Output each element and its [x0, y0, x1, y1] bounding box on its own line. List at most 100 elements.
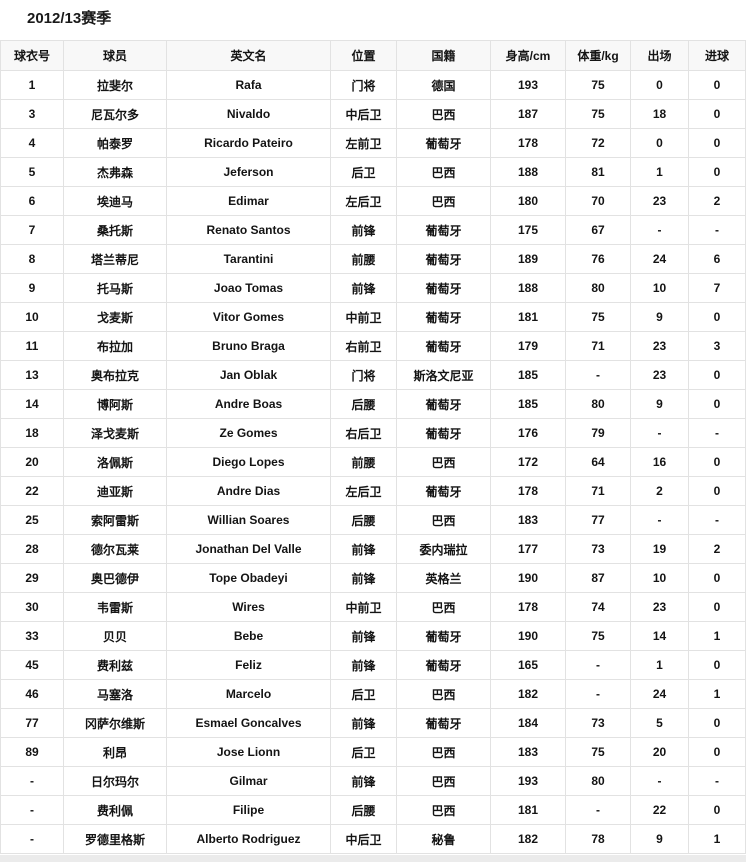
cell-player-en: Renato Santos [166, 215, 331, 245]
cell-height: 185 [490, 360, 566, 390]
column-header-jersey: 球衣号 [0, 40, 64, 71]
cell-height: 181 [490, 302, 566, 332]
cell-appearances: 1 [630, 650, 689, 680]
cell-jersey: 28 [0, 534, 64, 564]
cell-position: 左后卫 [330, 186, 397, 216]
cell-appearances: - [630, 418, 689, 448]
cell-goals: 3 [688, 331, 746, 361]
cell-player-cn: 德尔瓦莱 [63, 534, 167, 564]
cell-jersey: - [0, 824, 64, 854]
table-row: 22 迪亚斯 Andre Dias 左后卫 葡萄牙 178 71 2 0 [0, 476, 746, 506]
cell-player-cn: 冈萨尔维斯 [63, 708, 167, 738]
cell-appearances: 23 [630, 186, 689, 216]
cell-player-en: Esmael Goncalves [166, 708, 331, 738]
cell-goals: 0 [688, 99, 746, 129]
cell-player-en: Willian Soares [166, 505, 331, 535]
cell-weight: 76 [565, 244, 631, 274]
cell-appearances: 18 [630, 99, 689, 129]
cell-goals: 0 [688, 302, 746, 332]
cell-nationality: 秘鲁 [396, 824, 491, 854]
cell-nationality: 巴西 [396, 795, 491, 825]
cell-appearances: 19 [630, 534, 689, 564]
cell-position: 前锋 [330, 534, 397, 564]
cell-weight: 74 [565, 592, 631, 622]
cell-player-cn: 索阿雷斯 [63, 505, 167, 535]
cell-goals: 1 [688, 621, 746, 651]
cell-height: 165 [490, 650, 566, 680]
cell-jersey: 1 [0, 70, 64, 100]
cell-height: 193 [490, 70, 566, 100]
cell-weight: 75 [565, 737, 631, 767]
column-header-player: 球员 [63, 40, 167, 71]
cell-nationality: 葡萄牙 [396, 476, 491, 506]
cell-player-en: Ze Gomes [166, 418, 331, 448]
cell-nationality: 葡萄牙 [396, 418, 491, 448]
cell-player-en: Gilmar [166, 766, 331, 796]
cell-jersey: 33 [0, 621, 64, 651]
cell-weight: 87 [565, 563, 631, 593]
cell-height: 187 [490, 99, 566, 129]
cell-position: 前锋 [330, 708, 397, 738]
squad-table-body: 1 拉斐尔 Rafa 门将 德国 193 75 0 0 3 尼瓦尔多 Nivaldo 中后卫 巴西 187 7… [0, 70, 746, 854]
cell-goals: 0 [688, 708, 746, 738]
column-header-appearances: 出场 [630, 40, 689, 71]
cell-jersey: 89 [0, 737, 64, 767]
cell-weight: 80 [565, 273, 631, 303]
cell-height: 185 [490, 389, 566, 419]
cell-jersey: - [0, 766, 64, 796]
cell-weight: 80 [565, 389, 631, 419]
cell-appearances: - [630, 766, 689, 796]
cell-player-en: Vitor Gomes [166, 302, 331, 332]
cell-goals: 0 [688, 128, 746, 158]
cell-appearances: 22 [630, 795, 689, 825]
cell-height: 183 [490, 505, 566, 535]
cell-appearances: 10 [630, 563, 689, 593]
cell-player-cn: 费利兹 [63, 650, 167, 680]
header-row: 球衣号 球员 英文名 位置 国籍 身高/cm 体重/kg 出场 进球 [0, 40, 746, 71]
cell-height: 177 [490, 534, 566, 564]
season-title: 2012/13赛季 [27, 10, 112, 27]
cell-jersey: - [0, 795, 64, 825]
cell-player-cn: 桑托斯 [63, 215, 167, 245]
cell-player-cn: 费利佩 [63, 795, 167, 825]
table-row: 13 奥布拉克 Jan Oblak 门将 斯洛文尼亚 185-23 0 [0, 360, 746, 390]
cell-weight: - [565, 360, 631, 390]
table-row: 14 博阿斯 Andre Boas 后腰 葡萄牙 185 80 9 0 [0, 389, 746, 419]
cell-weight: 70 [565, 186, 631, 216]
cell-goals: - [688, 766, 746, 796]
cell-goals: 0 [688, 650, 746, 680]
table-row: 30 韦雷斯 Wires 中前卫 巴西 178 74 23 0 [0, 592, 746, 622]
cell-jersey: 3 [0, 99, 64, 129]
cell-height: 181 [490, 795, 566, 825]
cell-appearances: 23 [630, 360, 689, 390]
cell-player-cn: 戈麦斯 [63, 302, 167, 332]
cell-goals: - [688, 505, 746, 535]
table-row: 4 帕泰罗 Ricardo Pateiro 左前卫 葡萄牙 178 72 0 0 [0, 128, 746, 158]
cell-player-cn: 埃迪马 [63, 186, 167, 216]
cell-weight: 71 [565, 331, 631, 361]
cell-player-en: Filipe [166, 795, 331, 825]
cell-position: 前锋 [330, 650, 397, 680]
cell-goals: 0 [688, 447, 746, 477]
column-header-height: 身高/cm [490, 40, 566, 71]
cell-jersey: 10 [0, 302, 64, 332]
cell-appearances: 23 [630, 592, 689, 622]
table-row: 7 桑托斯 Renato Santos 前锋 葡萄牙 175 67- - [0, 215, 746, 245]
cell-player-cn: 马塞洛 [63, 679, 167, 709]
cell-nationality: 葡萄牙 [396, 708, 491, 738]
cell-weight: - [565, 650, 631, 680]
cell-player-cn: 博阿斯 [63, 389, 167, 419]
squad-table: 球衣号 球员 英文名 位置 国籍 身高/cm 体重/kg 出场 进球 1 拉斐尔 R… [0, 40, 746, 854]
cell-jersey: 11 [0, 331, 64, 361]
cell-position: 中前卫 [330, 592, 397, 622]
cell-height: 178 [490, 128, 566, 158]
cell-player-en: Feliz [166, 650, 331, 680]
squad-table-header: 球衣号 球员 英文名 位置 国籍 身高/cm 体重/kg 出场 进球 [0, 40, 746, 71]
cell-position: 后卫 [330, 737, 397, 767]
cell-weight: 64 [565, 447, 631, 477]
column-header-nationality: 国籍 [396, 40, 491, 71]
table-row: 77 冈萨尔维斯 Esmael Goncalves 前锋 葡萄牙 184 73 5 0 [0, 708, 746, 738]
cell-appearances: 14 [630, 621, 689, 651]
cell-player-en: Nivaldo [166, 99, 331, 129]
cell-player-cn: 拉斐尔 [63, 70, 167, 100]
